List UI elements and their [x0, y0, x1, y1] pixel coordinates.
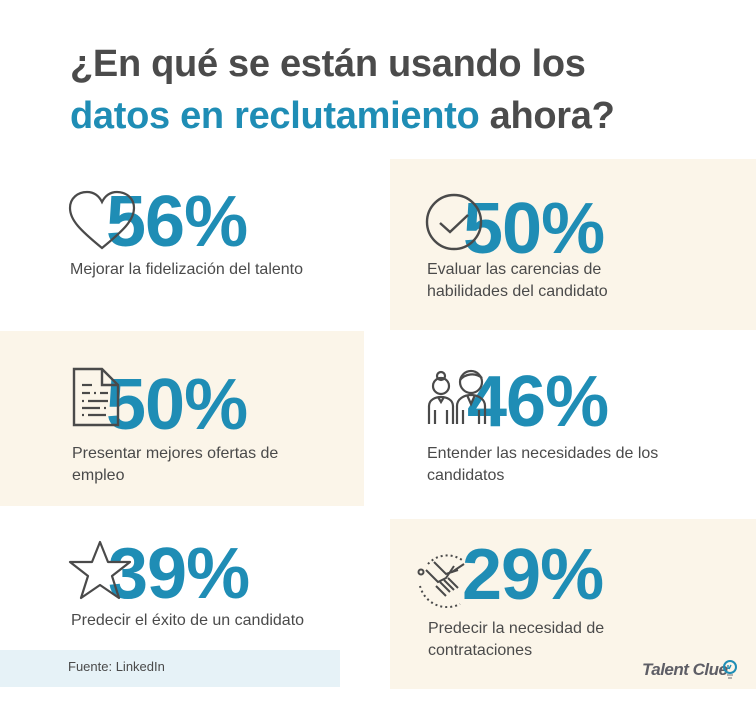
stat-value: 50% — [463, 189, 605, 269]
title-accent: datos en reclutamiento — [70, 95, 480, 137]
star-icon — [67, 540, 133, 607]
stat-label: Entender las necesidades de los candidat… — [427, 445, 659, 484]
stat-value: 29% — [462, 535, 604, 615]
stat-label: Mejorar la fidelización del talento — [70, 261, 304, 278]
heart-icon — [68, 190, 136, 257]
source-bar: Fuente: LinkedIn — [0, 650, 340, 687]
title-line-2: datos en reclutamiento ahora? — [70, 90, 615, 142]
panel-right-top — [390, 159, 756, 330]
page-title: ¿En qué se están usando los datos en rec… — [70, 38, 615, 142]
lightbulb-icon — [723, 660, 737, 685]
stat-label: Evaluar las carencias de habilidades del… — [427, 261, 608, 300]
title-end: ahora? — [479, 95, 615, 137]
handshake-icon — [416, 552, 480, 613]
source-text: Fuente: LinkedIn — [68, 659, 165, 674]
people-icon — [427, 368, 493, 435]
document-icon — [72, 367, 120, 432]
stat-label: Presentar mejores ofertas de empleo — [72, 445, 279, 484]
stat-label: Predecir la necesidad de contrataciones — [428, 620, 605, 659]
panel-right-bottom — [390, 519, 756, 689]
stat-value: 46% — [467, 362, 609, 442]
check-circle-icon — [425, 193, 485, 258]
stat-value: 39% — [108, 534, 250, 614]
stat-label: Predecir el éxito de un candidato — [71, 612, 305, 629]
stat-value: 50% — [106, 365, 248, 445]
panel-left-middle — [0, 331, 364, 506]
title-line-1: ¿En qué se están usando los — [70, 43, 586, 85]
brand-logo-text: Talent Clue — [642, 660, 728, 679]
